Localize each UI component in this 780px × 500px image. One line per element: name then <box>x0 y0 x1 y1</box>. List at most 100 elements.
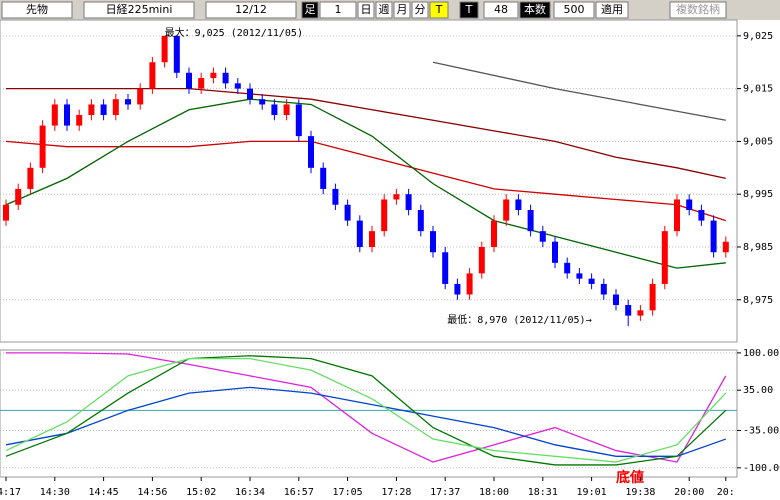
x-tick-label: 15:02 <box>186 487 216 498</box>
toolbar-label: 先物 <box>26 2 48 16</box>
x-tick-label: 17:28 <box>381 487 411 498</box>
candle-body <box>76 115 83 126</box>
candle-body <box>625 305 632 316</box>
toolbar-button[interactable] <box>411 1 429 19</box>
candle-body <box>283 104 290 116</box>
candle-body <box>64 104 70 126</box>
x-tick-label: 20: <box>717 487 735 498</box>
candle-body <box>381 199 388 232</box>
x-tick-label: 20:00 <box>674 487 704 498</box>
toolbar-button[interactable] <box>319 1 357 19</box>
toolbar-button[interactable] <box>519 1 551 19</box>
candle-body <box>295 104 302 137</box>
candle-body <box>369 231 375 247</box>
toolbar-label: 複数銘柄 <box>676 2 720 16</box>
toolbar-label: 本数 <box>524 2 546 16</box>
x-tick-label: 17:05 <box>333 487 363 498</box>
candle-body <box>137 88 144 105</box>
y-tick-label: 8,985 <box>743 242 773 253</box>
x-tick-label: 14:17 <box>0 487 21 498</box>
indicator-line <box>432 61 726 121</box>
x-tick-label: 14:56 <box>137 487 167 498</box>
toolbar-button[interactable] <box>429 1 449 19</box>
x-tick-label: 14:30 <box>40 487 70 498</box>
candle-body <box>588 278 595 284</box>
candle-body <box>247 88 253 100</box>
candle-body <box>173 35 180 73</box>
x-tick-label: 19:38 <box>625 487 655 498</box>
candle-body <box>503 199 510 221</box>
toolbar-button[interactable] <box>301 1 319 19</box>
candle-body <box>491 220 497 247</box>
toolbar-label: T <box>435 3 443 16</box>
oscillator-panel <box>0 349 738 478</box>
candle-body <box>686 199 693 211</box>
candle-body <box>271 104 278 116</box>
candle-body <box>393 194 400 200</box>
candle-body <box>198 78 205 89</box>
toolbar-label: T <box>465 3 473 16</box>
toolbar-button[interactable] <box>553 1 595 19</box>
candle-body <box>710 220 717 253</box>
toolbar-button[interactable] <box>375 1 393 19</box>
annotation: 最低：8,970 (2012/11/05)→ <box>447 313 591 326</box>
candle-body <box>722 241 729 253</box>
candle-body <box>674 199 680 232</box>
indicator-line <box>6 352 727 463</box>
candle-body <box>259 99 266 105</box>
candle-body <box>161 35 168 63</box>
toolbar-label: 適用 <box>601 2 623 16</box>
candle-body <box>320 167 327 189</box>
toolbar-label: 週 <box>379 3 390 16</box>
toolbar-button[interactable] <box>595 1 629 19</box>
candle-body <box>356 220 363 247</box>
x-tick-label: 16:34 <box>235 487 265 498</box>
x-tick-label: 19:01 <box>577 487 607 498</box>
toolbar-label: 500 <box>564 3 585 16</box>
y-tick-label: 9,005 <box>743 136 773 147</box>
x-tick-label: 17:37 <box>430 487 460 498</box>
toolbar-button[interactable] <box>393 1 411 19</box>
y-tick-label: 9,015 <box>743 84 773 95</box>
toolbar-label: 日 <box>361 3 372 16</box>
indicator-line <box>5 140 727 222</box>
candle-body <box>405 194 412 211</box>
toolbar-button[interactable] <box>459 1 479 19</box>
y-tick-label: 100.00 <box>743 348 779 359</box>
candle-body <box>112 99 119 116</box>
candle-body <box>576 273 583 279</box>
candle-body <box>210 72 217 79</box>
toolbar-label: 1 <box>335 3 342 16</box>
toolbar-button[interactable] <box>357 1 375 19</box>
candle-body <box>344 204 351 221</box>
candle-body <box>186 72 192 89</box>
indicator-line <box>5 355 727 466</box>
candle-body <box>527 210 534 232</box>
x-tick-label: 16:57 <box>284 487 314 498</box>
toolbar-button[interactable] <box>483 1 519 19</box>
toolbar-button[interactable] <box>1 1 73 19</box>
price-panel <box>0 19 738 343</box>
candle-body <box>15 188 22 205</box>
y-tick-label: -100.00 <box>743 463 780 474</box>
candle-body <box>661 231 668 284</box>
candle-body <box>417 210 424 232</box>
indicator-line <box>5 98 726 269</box>
x-tick-label: 18:00 <box>479 487 509 498</box>
candle-body <box>149 62 156 89</box>
candle-body <box>637 310 644 316</box>
candle-body <box>442 252 449 284</box>
candle-body <box>39 125 46 168</box>
toolbar-button[interactable] <box>205 1 297 19</box>
y-tick-label: 8,975 <box>743 295 773 306</box>
toolbar-label: 日経225mini <box>106 3 173 16</box>
toolbar-button[interactable] <box>83 1 195 19</box>
toolbar-button[interactable] <box>669 1 727 19</box>
candle-body <box>3 204 9 221</box>
candle-body <box>466 273 473 295</box>
candle-body <box>552 241 558 263</box>
x-tick-label: 18:31 <box>528 487 558 498</box>
candle-body <box>600 283 607 295</box>
